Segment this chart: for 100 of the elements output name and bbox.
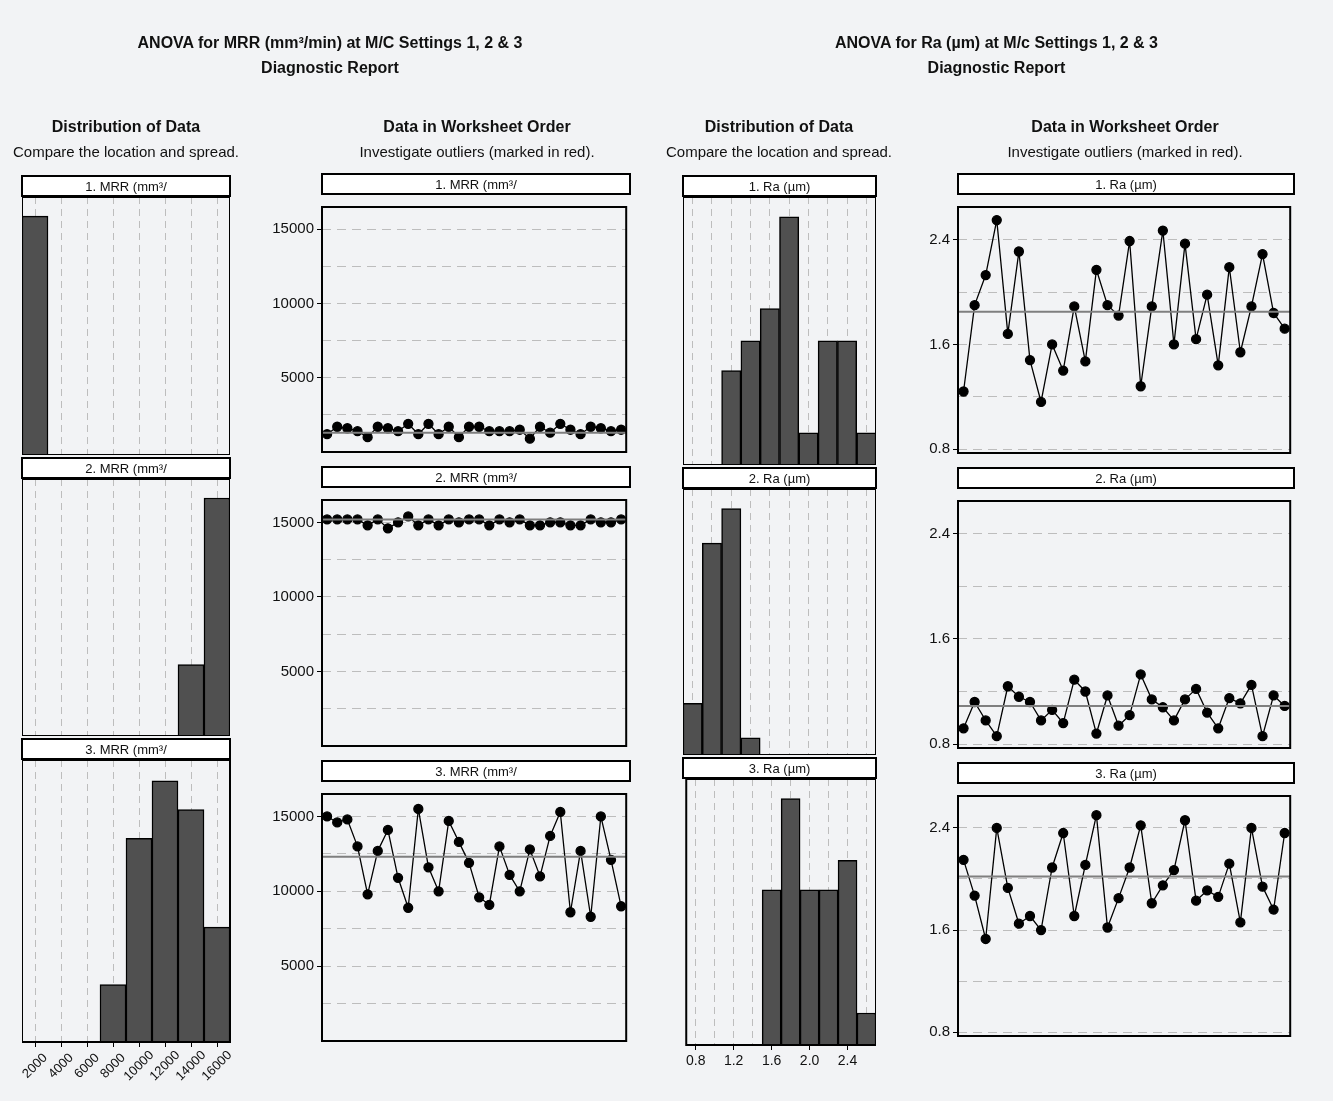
chart-title: 2. Ra (µm): [957, 467, 1295, 489]
point: [1002, 681, 1013, 692]
point: [1124, 710, 1135, 721]
point: [1058, 717, 1069, 729]
point: [969, 299, 980, 311]
point: [1058, 365, 1069, 376]
x-tick-label: 1.6: [761, 1052, 782, 1069]
chart-title: 2. MRR (mm³/: [21, 457, 231, 479]
y-tick-label: 2.4: [929, 523, 950, 541]
point: [1013, 918, 1025, 929]
point: [1179, 238, 1191, 249]
point: [1146, 694, 1157, 705]
point: [1113, 892, 1124, 904]
point: [991, 822, 1002, 834]
point: [372, 845, 383, 857]
point: [1102, 690, 1113, 701]
point: [1190, 895, 1202, 906]
point: [1257, 731, 1268, 742]
point: [1268, 904, 1279, 915]
point: [433, 886, 444, 897]
x-tick-label: 2.0: [799, 1052, 820, 1069]
chart-title: 1. MRR (mm³/: [321, 173, 631, 195]
point: [403, 902, 414, 913]
point: [1157, 880, 1169, 891]
chart-title: 3. MRR (mm³/: [321, 760, 631, 782]
point: [443, 815, 454, 827]
point: [1257, 881, 1268, 892]
point: [958, 386, 969, 397]
point: [1091, 810, 1102, 821]
point: [382, 824, 394, 836]
point: [1168, 339, 1180, 350]
point: [958, 854, 969, 865]
text: Investigate outliers (marked in red).: [359, 143, 595, 160]
point: [575, 520, 586, 531]
y-tick-label: 10000: [272, 881, 314, 899]
point: [1102, 922, 1113, 933]
y-tick-label: 1.6: [929, 334, 950, 352]
point: [1179, 815, 1191, 826]
point: [1279, 323, 1290, 334]
point: [1102, 299, 1113, 311]
point: [423, 862, 434, 873]
point: [352, 841, 363, 852]
point: [1157, 225, 1169, 236]
point: [1135, 820, 1146, 831]
y-tick-label: 2.4: [929, 818, 950, 836]
point: [453, 836, 465, 848]
point: [1224, 692, 1235, 704]
point: [1213, 891, 1224, 902]
point: [1002, 882, 1013, 894]
point: [1213, 723, 1224, 734]
point: [413, 520, 424, 531]
point: [1135, 381, 1146, 392]
text: Data in Worksheet Order: [1031, 118, 1219, 136]
point: [474, 892, 485, 903]
point: [980, 269, 991, 281]
point: [1035, 715, 1047, 726]
point: [1080, 686, 1091, 697]
point: [1235, 917, 1246, 928]
point: [585, 911, 596, 922]
point: [1190, 334, 1202, 345]
point: [1080, 356, 1091, 367]
point: [534, 520, 546, 531]
point: [433, 520, 444, 531]
chart-title: 3. Ra (µm): [957, 762, 1295, 784]
point: [1246, 301, 1257, 312]
point: [991, 214, 1002, 226]
chart-title: 1. Ra (µm): [957, 173, 1295, 195]
point: [1024, 910, 1036, 922]
point: [1069, 910, 1080, 922]
text: Diagnostic Report: [926, 59, 1067, 77]
x-tick-label: 2.4: [837, 1052, 858, 1069]
point: [1024, 354, 1036, 366]
point: [1146, 898, 1157, 909]
point: [1046, 339, 1058, 350]
y-tick-label: 0.8: [929, 1022, 950, 1040]
y-tick-label: 5000: [280, 661, 314, 679]
chart-title: 3. Ra (µm): [682, 757, 877, 779]
point: [494, 841, 505, 852]
point: [1002, 328, 1013, 340]
text: Compare the location and spread.: [13, 143, 239, 160]
y-tick-label: 15000: [272, 219, 314, 237]
point: [1202, 885, 1213, 896]
text: Compare the location and spread.: [666, 143, 892, 160]
point: [362, 520, 373, 531]
point: [1080, 859, 1091, 871]
point: [1168, 864, 1180, 876]
point: [991, 731, 1002, 742]
point: [575, 845, 586, 857]
y-tick-label: 10000: [272, 587, 314, 605]
point: [1124, 862, 1135, 873]
text: Data in Worksheet Order: [383, 118, 571, 136]
point: [1235, 347, 1246, 358]
y-tick-label: 5000: [280, 367, 314, 385]
y-tick-label: 2.4: [929, 229, 950, 247]
point: [1246, 679, 1257, 691]
point: [1279, 827, 1290, 839]
text: ANOVA for Ra (µm) at M/c Settings 1, 2 & 3: [833, 34, 1159, 52]
x-tick-label: 0.8: [686, 1052, 706, 1069]
point: [1202, 707, 1213, 718]
point: [524, 520, 536, 531]
